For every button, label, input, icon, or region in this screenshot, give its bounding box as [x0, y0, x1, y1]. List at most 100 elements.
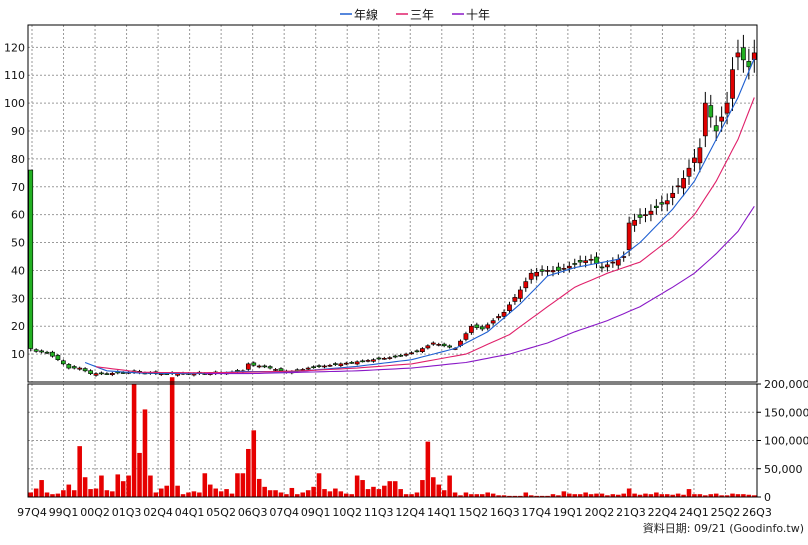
volume-bar [409, 494, 414, 497]
candle-body [670, 192, 676, 198]
candle-body [605, 264, 610, 268]
volume-bar [615, 494, 621, 497]
volume-bar [99, 475, 104, 497]
volume-bar [490, 493, 496, 497]
candle-body [708, 105, 714, 118]
volume-bar [398, 489, 403, 497]
candle-body [66, 364, 72, 369]
candle-body [485, 324, 491, 329]
candle-body [409, 352, 414, 355]
volume-bar [153, 492, 159, 497]
candle-body [381, 357, 387, 360]
volume-bar [104, 490, 110, 497]
x-tick-label: 05Q2 [206, 506, 236, 519]
x-tick-label: 14Q1 [427, 506, 457, 519]
candle-body [273, 369, 278, 371]
candle-body [104, 373, 110, 375]
candle-body [398, 354, 404, 357]
volume-bar [295, 494, 300, 497]
candle-body [245, 363, 251, 370]
volume-bar [605, 495, 610, 497]
x-tick-label: 00Q2 [80, 506, 110, 519]
candle-body [545, 270, 550, 272]
volume-bar [365, 489, 371, 497]
candle-body [594, 256, 599, 264]
volume-bar [746, 494, 752, 497]
x-tick-label: 24Q1 [679, 506, 709, 519]
volume-bar [670, 494, 675, 497]
volume-bar [632, 493, 637, 497]
candle-body [479, 326, 485, 330]
volume-bar [648, 494, 654, 497]
candle-body [349, 362, 355, 364]
candle-body [39, 350, 44, 353]
volume-bar [246, 448, 251, 497]
x-tick-label: 12Q4 [395, 506, 425, 519]
candle-body [643, 214, 648, 216]
x-tick-label: 09Q1 [301, 506, 331, 519]
candle-body [376, 357, 382, 360]
candle-body [278, 368, 284, 372]
candle-body [556, 266, 561, 271]
x-tick-label: 99Q1 [49, 506, 79, 519]
candle-body [262, 365, 268, 368]
volume-bar [686, 489, 692, 497]
volume-bar [485, 492, 490, 497]
candle-body [599, 266, 605, 269]
volume-bar [93, 488, 99, 497]
volume-bar [572, 494, 578, 497]
volume-bar [235, 473, 240, 497]
volume-tick-label: 150,000 [764, 406, 808, 419]
candle-body [697, 147, 703, 164]
volume-bar [289, 487, 295, 497]
candle-body [436, 344, 442, 346]
volume-bar [577, 494, 583, 497]
volume-bar [256, 478, 262, 497]
series-line-0 [84, 58, 755, 375]
candle-body [730, 69, 735, 99]
volume-tick-label: 200,000 [764, 378, 808, 391]
volume-bar [376, 489, 382, 497]
volume-tick-label: 50,000 [764, 463, 803, 476]
volume-bar [300, 492, 306, 497]
volume-bar [539, 495, 545, 497]
candle-body [256, 365, 262, 368]
volume-bar [588, 494, 594, 497]
volume-bar [528, 495, 534, 497]
volume-bar [180, 494, 186, 497]
volume-bar [61, 490, 66, 497]
series-line-1 [95, 97, 755, 374]
candle-body [686, 167, 692, 177]
candle-body [414, 350, 420, 353]
candle-body [469, 325, 474, 333]
candle-body [425, 345, 431, 349]
volume-bar [322, 489, 327, 497]
candle-body [403, 353, 409, 356]
candle-body [251, 362, 257, 366]
candle-body [360, 360, 365, 363]
x-tick-label: 06Q3 [238, 506, 268, 519]
candle-body [724, 102, 730, 114]
candle-body [713, 125, 719, 132]
volume-bar [44, 492, 50, 497]
candle-body [420, 348, 425, 353]
volume-bar [39, 480, 44, 497]
candle-body [82, 368, 88, 372]
candle-body [517, 289, 523, 299]
x-axis-labels: 97Q4 99Q1 00Q2 01Q3 02Q4 04Q1 05Q2 06Q3 07Q4 09Q1… [17, 506, 772, 519]
volume-bar [643, 493, 648, 497]
volume-bar [664, 494, 670, 497]
volume-bar [599, 493, 605, 497]
candle-body [577, 260, 583, 263]
candle-body [55, 355, 61, 360]
volume-bar [229, 493, 235, 497]
candle-body [741, 47, 746, 61]
x-tick-label: 07Q4 [269, 506, 299, 519]
candle-body [746, 61, 752, 68]
volume-bar [148, 475, 153, 497]
volume-bar [420, 480, 425, 497]
x-tick-label: 22Q4 [648, 506, 678, 519]
candle-body [653, 205, 659, 208]
candle-body [316, 365, 322, 367]
